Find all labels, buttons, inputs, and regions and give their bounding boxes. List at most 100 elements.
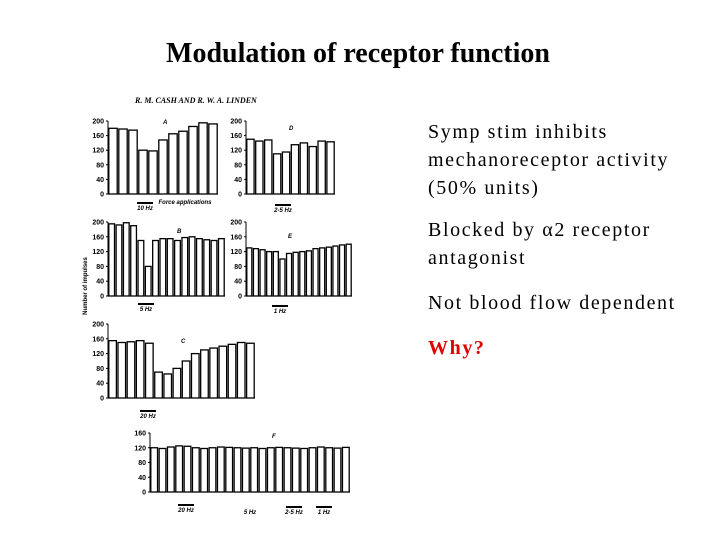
y-tick-label: 0 — [238, 192, 242, 199]
bar — [263, 139, 273, 195]
bar — [108, 127, 118, 195]
bar — [285, 252, 293, 297]
y-tick-label: 160 — [92, 234, 104, 241]
panel-label: C — [181, 339, 186, 345]
bar — [345, 243, 352, 297]
bar — [158, 139, 168, 195]
y-tick-label: 120 — [92, 351, 104, 358]
figure-header: R. M. CASH AND R. W. A. LINDEN — [134, 96, 258, 105]
bar — [283, 447, 292, 493]
y-tick-label: 0 — [100, 294, 104, 301]
bar — [308, 145, 318, 195]
bar — [138, 149, 148, 195]
y-tick-label: 40 — [96, 177, 104, 184]
y-tick-label: 200 — [230, 220, 242, 227]
bar — [166, 446, 175, 493]
bar — [168, 133, 178, 195]
bar — [183, 445, 192, 493]
bar — [130, 225, 138, 297]
bar — [338, 244, 346, 297]
y-tick-label: 80 — [234, 162, 242, 169]
bullet-text: Blocked by α2 receptor antagonist — [428, 219, 651, 269]
y-tick-label: 80 — [96, 264, 104, 271]
y-tick-label: 80 — [234, 264, 242, 271]
bar — [299, 250, 306, 297]
panel-label: E — [288, 234, 293, 240]
bar — [236, 341, 246, 399]
y-tick-label: 120 — [92, 148, 104, 155]
stimulus-label: Force applications — [158, 200, 212, 206]
stimulus-label: 2-5 Hz — [284, 510, 303, 516]
stimulus-label: 20 Hz — [177, 508, 194, 514]
bar — [319, 247, 326, 297]
stimulus-label: 5 Hz — [244, 510, 256, 516]
bar — [326, 141, 335, 195]
bullet: Not blood flow dependent — [428, 292, 674, 314]
bar — [181, 236, 189, 297]
bar — [266, 250, 273, 297]
bar — [122, 222, 130, 297]
y-tick-label: 160 — [134, 431, 146, 438]
bar — [332, 245, 339, 297]
y-tick-label: 200 — [230, 119, 242, 126]
bar — [246, 138, 255, 195]
bar — [316, 446, 325, 493]
y-tick-label: 120 — [92, 249, 104, 256]
bar — [246, 247, 253, 297]
bar — [188, 125, 198, 195]
y-axis-label: Number of impulses — [83, 257, 89, 315]
bar — [291, 447, 300, 493]
bar — [152, 239, 160, 297]
stimulus-label: 2-5 Hz — [273, 208, 292, 214]
bar — [135, 339, 145, 399]
bar — [175, 445, 184, 493]
y-tick-label: 40 — [96, 279, 104, 286]
bar — [108, 339, 118, 399]
bar — [166, 237, 174, 297]
y-tick-label: 40 — [138, 475, 146, 482]
bar — [191, 447, 200, 493]
bar — [195, 237, 203, 297]
y-tick-label: 0 — [100, 396, 104, 403]
bar — [218, 345, 228, 399]
y-tick-label: 160 — [230, 133, 242, 140]
bar — [245, 342, 255, 399]
bullet: Blocked by α2 receptor antagonist — [428, 219, 651, 269]
bar — [209, 347, 219, 399]
bullet-text: Why? — [428, 337, 486, 359]
slide-title: Modulation of receptor function — [166, 38, 550, 69]
bar — [118, 128, 128, 195]
bar — [325, 447, 334, 493]
bar — [225, 446, 234, 493]
bullet: Symp stim inhibits mechanoreceptor activ… — [428, 121, 667, 199]
y-tick-label: 160 — [230, 234, 242, 241]
bar — [252, 247, 260, 297]
bar — [181, 360, 191, 399]
bar — [159, 237, 167, 297]
y-tick-label: 40 — [234, 177, 242, 184]
y-tick-label: 160 — [92, 133, 104, 140]
panel-label: F — [272, 434, 276, 440]
bar — [154, 371, 163, 399]
bar — [172, 367, 182, 399]
y-tick-label: 0 — [100, 192, 104, 199]
bar — [341, 446, 350, 493]
bar — [150, 447, 159, 493]
bar — [158, 447, 167, 493]
stimulus-label: 1 Hz — [274, 309, 286, 315]
bar — [210, 239, 218, 297]
bar — [241, 447, 250, 493]
y-tick-label: 80 — [96, 162, 104, 169]
stimulus-label: 5 Hz — [140, 307, 152, 313]
bar — [305, 250, 313, 297]
y-tick-label: 200 — [92, 322, 104, 329]
bar — [188, 236, 196, 297]
bar — [259, 249, 266, 297]
bar — [148, 150, 158, 195]
bar — [173, 239, 181, 297]
bar — [203, 239, 211, 297]
y-tick-label: 80 — [138, 460, 146, 467]
bar — [233, 447, 242, 493]
bar — [300, 447, 309, 493]
bar — [115, 224, 123, 297]
